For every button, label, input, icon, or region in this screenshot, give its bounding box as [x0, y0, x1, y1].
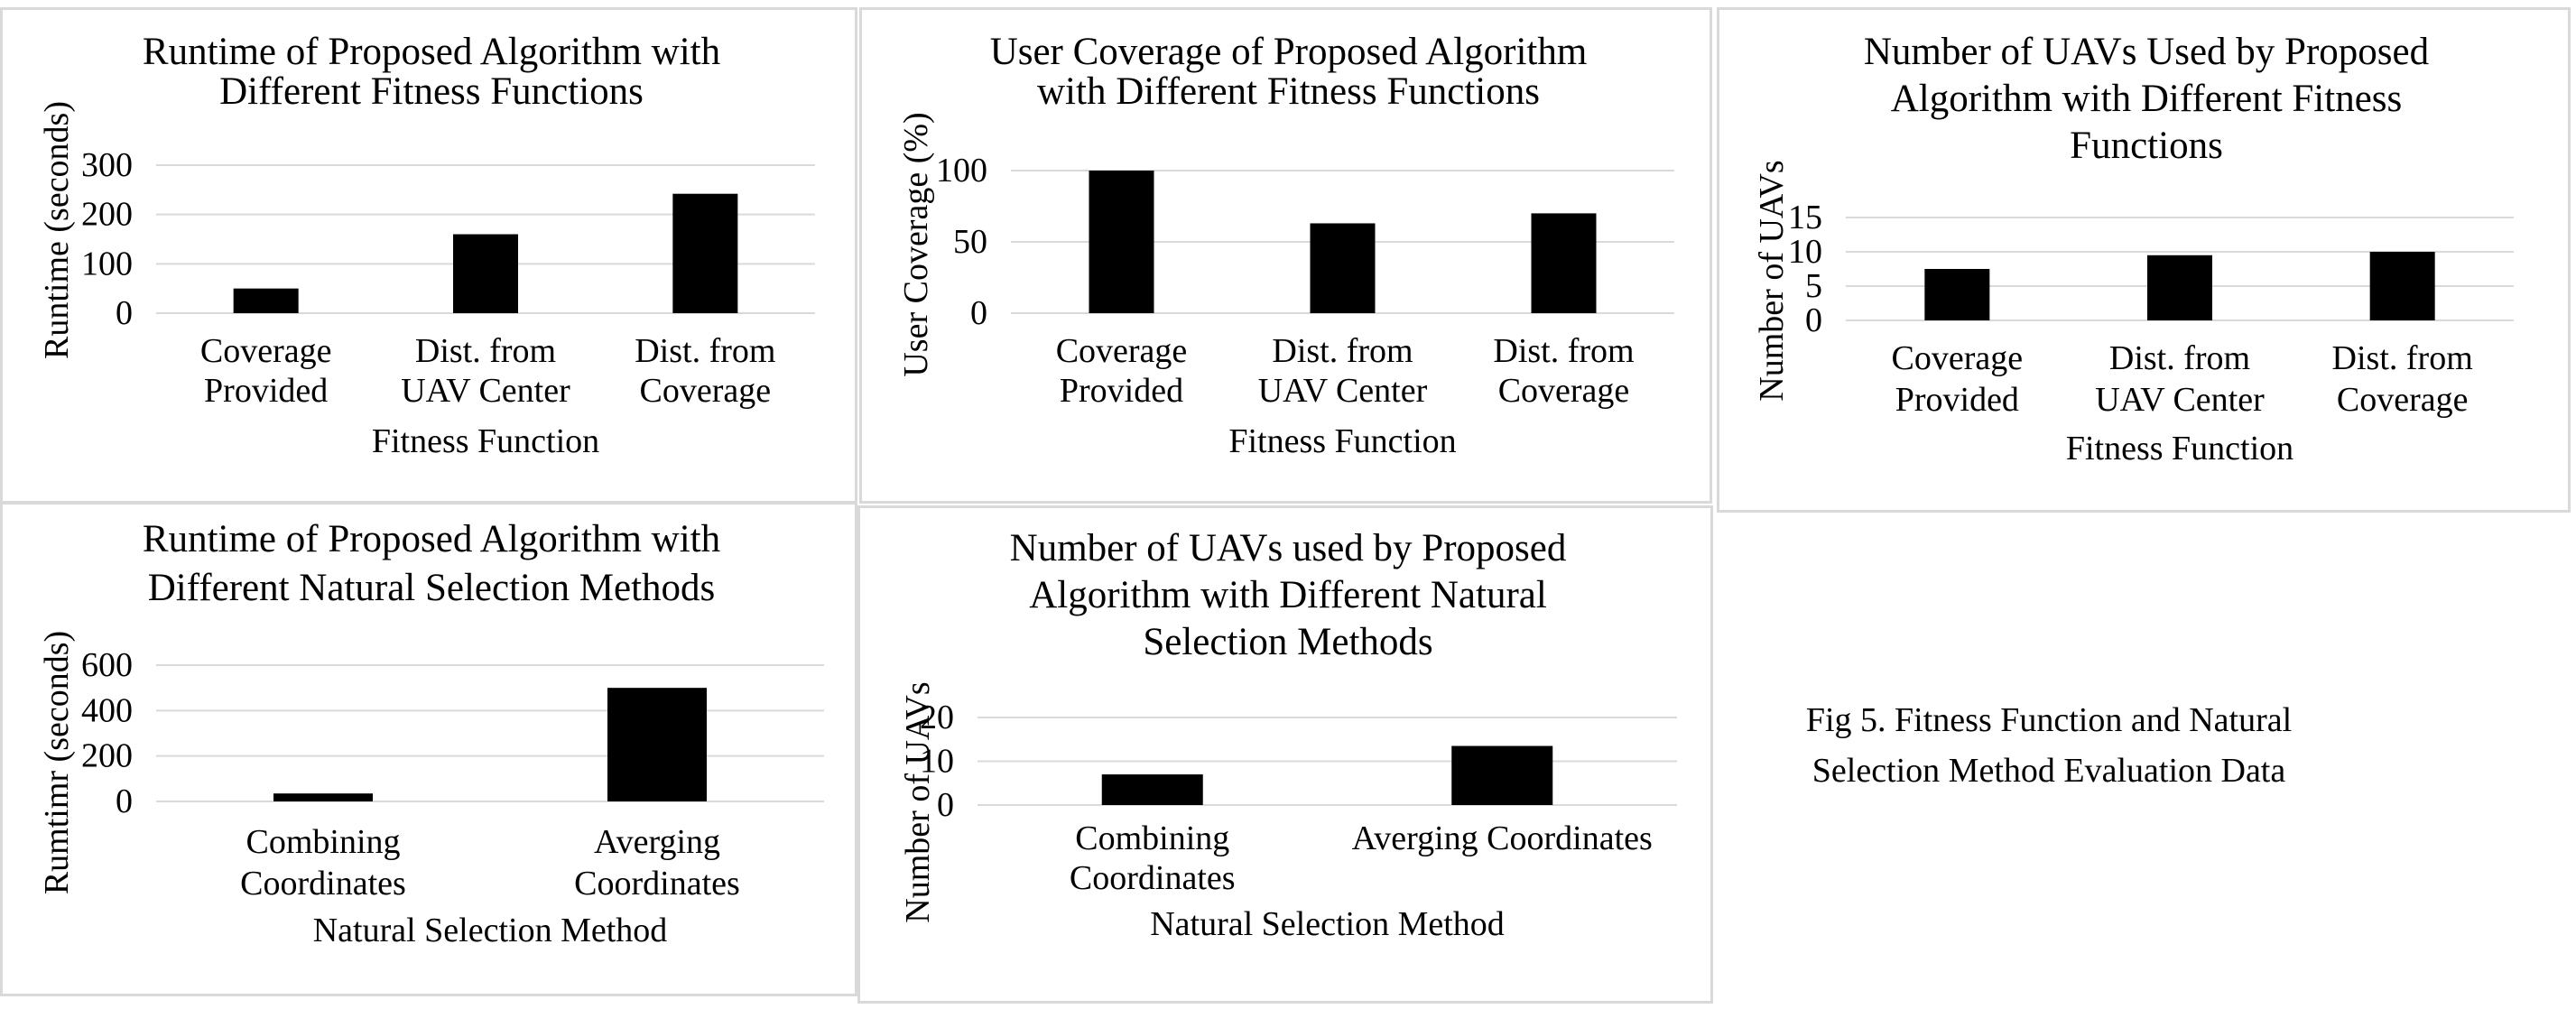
x-axis-label: Natural Selection Method	[313, 912, 668, 949]
y-tick-label: 100	[81, 245, 133, 282]
x-tick-label: Combining	[246, 823, 400, 861]
y-tick-label: 50	[953, 223, 987, 261]
y-tick-label: 20	[920, 699, 954, 736]
chart-title-line: User Coverage of Proposed Algorithm	[990, 31, 1588, 73]
x-tick-label: UAV Center	[401, 372, 570, 410]
x-tick-label: Coverage	[1892, 339, 2024, 377]
y-axis-label: User Coverage (%)	[897, 112, 935, 376]
caption-line-2: Selection Method Evaluation Data	[1812, 752, 2286, 790]
bar	[1310, 223, 1376, 313]
chart-title-line: Number of UAVs used by Proposed	[1010, 527, 1567, 569]
y-tick-label: 0	[970, 294, 987, 332]
x-tick-label: Coverage	[2337, 381, 2469, 419]
y-tick-label: 200	[81, 737, 133, 775]
x-tick-label: Coordinates	[1070, 859, 1236, 897]
x-tick-label: Dist. from	[635, 332, 775, 370]
x-tick-label: Averging Coordinates	[1352, 819, 1653, 857]
x-axis-label: Fitness Function	[2066, 430, 2293, 467]
chart-title-line: Runtime of Proposed Algorithm with	[143, 31, 720, 73]
x-tick-label: Combining	[1075, 819, 1229, 857]
chart-panel-uavs-fitness: Number of UAVs Used by Proposed Algorithm…	[1717, 7, 2571, 513]
x-tick-label: Coverage	[640, 372, 772, 410]
x-tick-label: Coverage	[200, 332, 332, 370]
x-tick-label: Provided	[204, 372, 328, 410]
bar	[2147, 255, 2212, 320]
chart-panel-runtime-selection: Runtime of Proposed Algorithm with Differ…	[0, 502, 857, 996]
bar	[1924, 269, 1990, 320]
y-tick-label: 300	[81, 146, 133, 184]
chart-coverage-fitness: User Coverage of Proposed Algorithmwith …	[897, 31, 1674, 460]
y-axis-label: Number of UAVs	[899, 681, 937, 922]
x-tick-label: Coordinates	[240, 865, 406, 903]
figure-caption: Fig 5. Fitness Function and Natural Sele…	[1706, 695, 2392, 796]
bar	[672, 193, 738, 313]
chart-panel-coverage-fitness: User Coverage of Proposed Algorithm with …	[859, 7, 1712, 504]
y-tick-label: 5	[1805, 267, 1822, 305]
chart-title-line: Different Fitness Functions	[219, 70, 644, 113]
chart-panel-uavs-selection: Number of UAVs used by Proposed Algorithm…	[857, 505, 1713, 1004]
y-tick-label: 600	[81, 646, 133, 684]
bar	[1089, 171, 1154, 313]
chart-title-line: Selection Methods	[1143, 621, 1432, 663]
y-tick-label: 0	[937, 786, 954, 824]
chart-uavs-fitness: Number of UAVs Used by Proposed Algorithm…	[1753, 31, 2514, 467]
y-tick-label: 10	[1788, 233, 1822, 271]
x-tick-label: Coverage	[1056, 332, 1188, 370]
y-tick-label: 10	[920, 743, 954, 781]
y-axis-label: Runtime (seconds)	[38, 101, 76, 359]
x-axis-label: Natural Selection Method	[1150, 905, 1505, 943]
bar	[607, 688, 707, 801]
caption-line-1: Fig 5. Fitness Function and Natural	[1805, 701, 2293, 739]
x-tick-label: UAV Center	[1258, 372, 1428, 410]
y-tick-label: 0	[1805, 301, 1822, 339]
chart-title-line: Different Natural Selection Methods	[148, 567, 716, 609]
x-tick-label: Dist. from	[415, 332, 556, 370]
bar	[1101, 774, 1203, 805]
y-tick-label: 400	[81, 691, 133, 729]
chart-title-line: Algorithm with Different Fitness	[1891, 78, 2403, 120]
chart-title-line: with Different Fitness Functions	[1037, 70, 1540, 113]
chart-runtime-fitness: Runtime of Proposed Algorithm withDiffer…	[38, 31, 815, 460]
x-tick-label: Dist. from	[1272, 332, 1413, 370]
chart-title-line: Algorithm with Different Natural	[1029, 574, 1547, 616]
x-tick-label: Coordinates	[574, 865, 740, 903]
x-tick-label: Coverage	[1498, 372, 1630, 410]
x-tick-label: Provided	[1060, 372, 1183, 410]
chart-runtime-selection: Runtime of Proposed Algorithm with Differ…	[38, 518, 824, 949]
x-axis-label: Fitness Function	[372, 422, 599, 460]
bar	[1531, 213, 1597, 313]
y-axis-label: Rumtimr (seconds)	[38, 631, 76, 894]
chart-title-line: Number of UAVs Used by Proposed	[1864, 31, 2429, 73]
y-tick-label: 100	[936, 152, 987, 190]
bar	[1451, 745, 1553, 805]
y-tick-label: 15	[1788, 199, 1822, 236]
x-tick-label: Dist. from	[2332, 339, 2473, 377]
bar	[233, 288, 299, 313]
x-tick-label: Averging	[594, 823, 720, 861]
y-tick-label: 0	[116, 782, 133, 820]
chart-panel-runtime-fitness: Runtime of Proposed Algorithm with Differ…	[0, 7, 857, 504]
x-tick-label: UAV Center	[2095, 381, 2265, 419]
y-tick-label: 0	[116, 294, 133, 332]
x-tick-label: Dist. from	[1493, 332, 1634, 370]
x-axis-label: Fitness Function	[1228, 422, 1456, 460]
chart-uavs-selection: Number of UAVs used by Proposed Algorithm…	[899, 527, 1677, 943]
y-axis-label: Number of UAVs	[1753, 160, 1791, 401]
x-tick-label: Dist. from	[2109, 339, 2250, 377]
y-tick-label: 200	[81, 196, 133, 234]
bar	[273, 793, 373, 801]
x-tick-label: Provided	[1895, 381, 2019, 419]
bar	[453, 234, 518, 313]
chart-title-line: Runtime of Proposed Algorithm with	[143, 518, 720, 560]
bar	[2369, 252, 2435, 320]
chart-title-line: Functions	[2070, 125, 2223, 167]
